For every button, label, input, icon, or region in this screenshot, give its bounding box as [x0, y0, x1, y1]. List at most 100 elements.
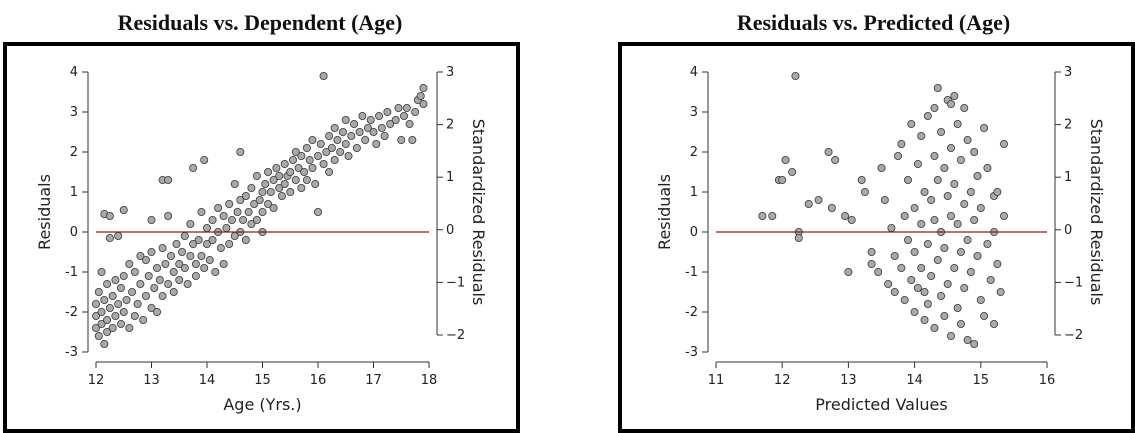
- scatter-point: [857, 175, 866, 184]
- scatter-point: [910, 307, 919, 316]
- scatter-point: [97, 307, 106, 316]
- scatter-point: [272, 163, 281, 172]
- scatter-point: [92, 311, 101, 320]
- scatter-point: [141, 291, 150, 300]
- scatter-point: [297, 183, 306, 192]
- scatter-point: [161, 259, 170, 268]
- x-tick-label: 15: [254, 373, 271, 388]
- scatter-point: [361, 135, 370, 144]
- scatter-point: [164, 211, 173, 220]
- chart-frame: [618, 42, 1135, 433]
- scatter-point: [960, 283, 969, 292]
- x-tick-label: 12: [774, 373, 791, 388]
- scatter-point: [330, 155, 339, 164]
- y2-axis-title: Standardized Residuals: [1087, 119, 1106, 306]
- scatter-point: [372, 139, 381, 148]
- scatter-point: [917, 263, 926, 272]
- scatter-point: [758, 211, 767, 220]
- scatter-point: [903, 175, 912, 184]
- scatter-point: [920, 315, 929, 324]
- scatter-point: [887, 223, 896, 232]
- scatter-point: [222, 223, 231, 232]
- scatter-point: [419, 84, 428, 93]
- scatter-point: [408, 135, 417, 144]
- scatter-point: [996, 287, 1005, 296]
- scatter-point: [325, 131, 334, 140]
- scatter-point: [970, 147, 979, 156]
- scatter-point: [92, 299, 101, 308]
- scatter-point: [933, 255, 942, 264]
- scatter-point: [147, 303, 156, 312]
- y2-tick-label: 2: [446, 118, 454, 133]
- x-axis-title: Predicted Values: [815, 395, 947, 414]
- scatter-point: [164, 279, 173, 288]
- scatter-point: [302, 143, 311, 152]
- scatter-point: [986, 275, 995, 284]
- scatter-point: [900, 295, 909, 304]
- scatter-point: [150, 283, 159, 292]
- scatter-point: [980, 311, 989, 320]
- scatter-point: [269, 203, 278, 212]
- y2-tick-label: −1: [446, 275, 465, 290]
- scatter-point: [327, 143, 336, 152]
- scatter-point: [308, 163, 317, 172]
- scatter-point: [280, 179, 289, 188]
- scatter-point: [153, 307, 162, 316]
- scatter-point: [300, 167, 309, 176]
- scatter-point: [202, 223, 211, 232]
- scatter-point: [358, 112, 367, 121]
- scatter-point: [913, 159, 922, 168]
- scatter-point: [153, 263, 162, 272]
- scatter-point: [169, 267, 178, 276]
- scatter-point: [264, 167, 273, 176]
- scatter-point: [960, 199, 969, 208]
- scatter-point: [950, 179, 959, 188]
- scatter-point: [286, 187, 295, 196]
- scatter-point: [867, 247, 876, 256]
- y2-tick-label: 0: [446, 223, 454, 238]
- scatter-point: [219, 211, 228, 220]
- scatter-point: [116, 319, 125, 328]
- scatter-point: [900, 211, 909, 220]
- scatter-point: [933, 84, 942, 93]
- scatter-point: [266, 187, 275, 196]
- scatter-point: [305, 155, 314, 164]
- scatter-point: [970, 339, 979, 348]
- y-tick-label: 1: [690, 185, 698, 200]
- scatter-point: [980, 124, 989, 133]
- scatter-point: [377, 124, 386, 133]
- y2-tick-label: −2: [1064, 328, 1083, 343]
- scatter-point: [947, 211, 956, 220]
- scatter-point: [927, 271, 936, 280]
- y-tick-label: -1: [685, 265, 698, 280]
- scatter-point: [336, 147, 345, 156]
- scatter-point: [917, 131, 926, 140]
- scatter-point: [92, 323, 101, 332]
- scatter-point: [155, 275, 164, 284]
- scatter-point: [847, 215, 856, 224]
- scatter-point: [236, 147, 245, 156]
- scatter-point: [186, 251, 195, 260]
- scatter-point: [239, 215, 248, 224]
- scatter-point: [341, 116, 350, 125]
- scatter-point: [917, 219, 926, 228]
- scatter-point: [950, 92, 959, 101]
- scatter-point: [105, 211, 114, 220]
- scatter-point: [119, 205, 128, 214]
- scatter-point: [164, 175, 173, 184]
- scatter-point: [252, 171, 261, 180]
- scatter-point: [105, 303, 114, 312]
- y-tick-label: -2: [685, 305, 698, 320]
- chart-frame: [3, 42, 520, 433]
- scatter-point: [94, 287, 103, 296]
- scatter-point: [141, 255, 150, 264]
- figure-residuals-vs-predicted: Residuals vs. Predicted (Age) -3 -2 -1 0 1 2 3…: [612, 0, 1135, 433]
- scatter-point: [976, 203, 985, 212]
- y-axis-title: Residuals: [35, 174, 54, 250]
- chart-title: Residuals vs. Predicted (Age): [736, 10, 1011, 35]
- scatter-point: [247, 219, 256, 228]
- scatter-point: [947, 100, 956, 109]
- y2-tick-label: 3: [1064, 65, 1072, 80]
- scatter-point: [897, 139, 906, 148]
- scatter-point: [175, 275, 184, 284]
